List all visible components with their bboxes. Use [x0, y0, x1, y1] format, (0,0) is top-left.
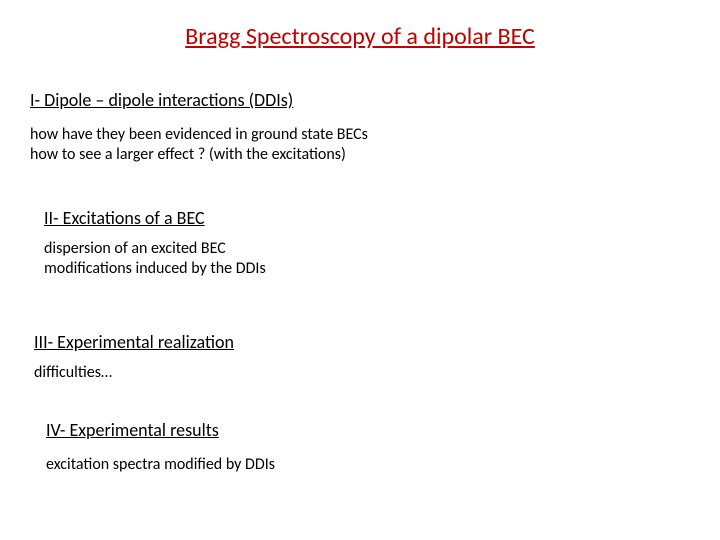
- section-2-heading: II- Excitations of a BEC: [44, 207, 720, 229]
- section-2-line-2: modifications induced by the DDIs: [44, 259, 720, 279]
- section-3-line-1: difficulties…: [34, 363, 720, 383]
- slide-title: Bragg Spectroscopy of a dipolar BEC: [0, 22, 720, 51]
- section-4-heading: IV- Experimental results: [46, 419, 720, 441]
- section-1-line-1: how have they been evidenced in ground s…: [30, 125, 720, 145]
- section-2-line-1: dispersion of an excited BEC: [44, 239, 720, 259]
- section-3-heading: III- Experimental realization: [34, 331, 720, 353]
- section-3-body: difficulties…: [34, 363, 720, 383]
- section-1-body: how have they been evidenced in ground s…: [30, 125, 720, 165]
- section-1-line-2: how to see a larger effect ? (with the e…: [30, 145, 720, 165]
- section-4-line-1: excitation spectra modified by DDIs: [46, 455, 720, 475]
- section-4-body: excitation spectra modified by DDIs: [46, 455, 720, 475]
- section-1-heading: I- Dipole – dipole interactions (DDIs): [30, 89, 720, 111]
- section-2-body: dispersion of an excited BEC modificatio…: [44, 239, 720, 279]
- slide: Bragg Spectroscopy of a dipolar BEC I- D…: [0, 0, 720, 540]
